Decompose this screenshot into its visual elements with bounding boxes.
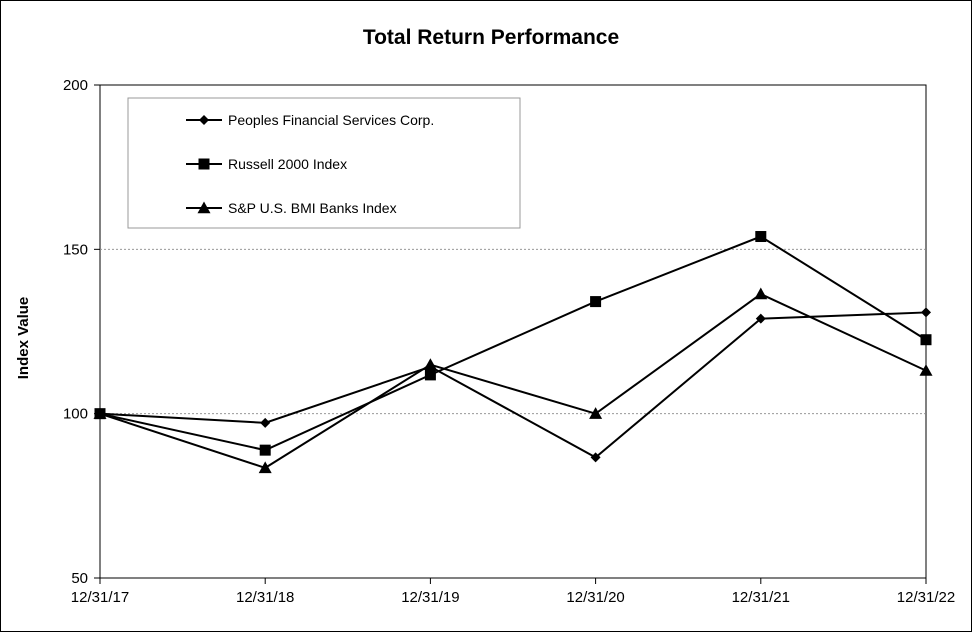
data-point-triangle	[589, 407, 603, 419]
x-tick-label: 12/31/17	[71, 589, 129, 606]
y-tick-label: 150	[63, 241, 88, 258]
series-line-diamond	[99, 311, 927, 459]
data-point-triangle	[919, 364, 933, 376]
legend-label: Peoples Financial Services Corp.	[228, 112, 434, 128]
data-point-triangle	[423, 358, 437, 370]
data-point-diamond	[921, 307, 931, 318]
plot-border	[99, 84, 927, 579]
legend-marker-diamond	[199, 115, 209, 125]
data-point-square	[920, 334, 932, 346]
data-point-square	[259, 444, 271, 456]
data-point-triangle	[754, 287, 768, 300]
legend-label: S&P U.S. BMI Banks Index	[228, 200, 397, 216]
x-tick-label: 12/31/22	[897, 589, 955, 606]
plot-area: 50 100 150 200 12/31/17 12/31/18 12/31/19 12/31…	[63, 77, 955, 606]
x-tick-label: 12/31/21	[732, 589, 790, 606]
data-point-diamond	[260, 417, 271, 428]
legend-marker-square	[198, 158, 210, 170]
data-point-square	[590, 296, 602, 308]
legend-marker-triangle	[197, 201, 211, 214]
series-line-square	[99, 235, 927, 452]
y-axis-label: Index Value	[15, 297, 32, 380]
y-tick-label: 200	[63, 77, 88, 94]
data-point-triangle	[258, 461, 272, 474]
data-point-triangle	[93, 407, 107, 419]
legend-label: Russell 2000 Index	[228, 156, 347, 172]
data-point-diamond	[755, 313, 766, 324]
x-tick-label: 12/31/18	[236, 589, 294, 606]
x-tick-label: 12/31/20	[566, 589, 624, 606]
y-tick-label: 50	[71, 570, 88, 587]
data-point-square	[755, 231, 767, 243]
data-point-square	[424, 369, 436, 381]
series-line-triangle	[99, 292, 927, 469]
data-point-diamond	[590, 452, 601, 463]
chart-title: Total Return Performance	[363, 26, 619, 49]
x-tick-label: 12/31/19	[401, 589, 459, 606]
y-tick-label: 100	[63, 406, 88, 423]
